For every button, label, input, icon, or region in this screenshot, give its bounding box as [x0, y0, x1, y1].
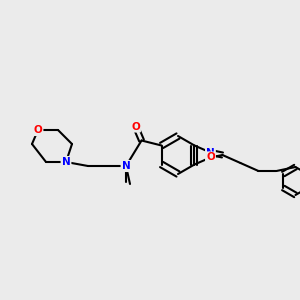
Text: N: N [61, 157, 70, 167]
Text: O: O [34, 125, 42, 135]
Text: O: O [131, 122, 140, 131]
Text: O: O [206, 152, 215, 163]
Text: N: N [122, 161, 130, 171]
Text: N: N [206, 148, 215, 158]
